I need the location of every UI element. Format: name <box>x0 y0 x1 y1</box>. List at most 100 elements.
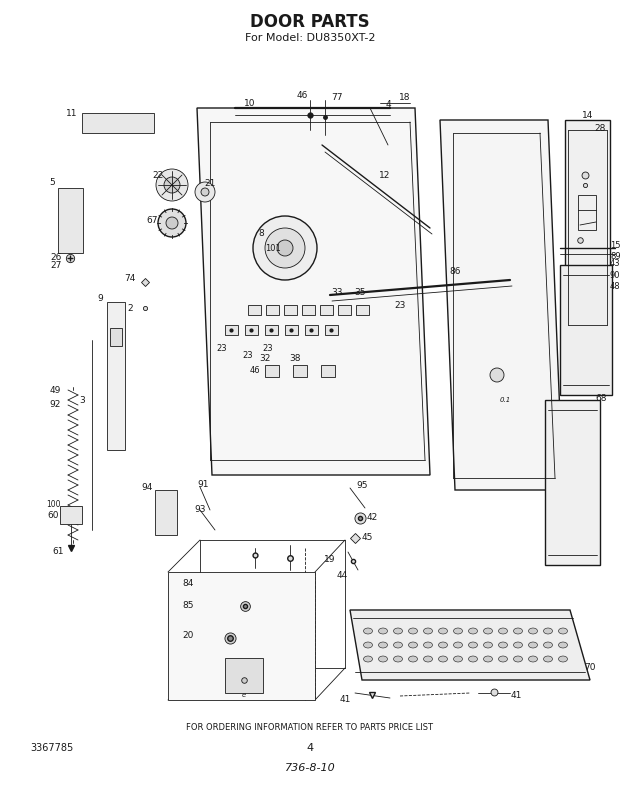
Ellipse shape <box>409 628 417 634</box>
Bar <box>285 325 298 335</box>
Bar <box>245 325 258 335</box>
Ellipse shape <box>423 642 433 648</box>
Text: 736-8-10: 736-8-10 <box>285 763 335 773</box>
Text: 101: 101 <box>265 244 281 252</box>
Text: 3367785: 3367785 <box>30 743 73 753</box>
Ellipse shape <box>513 628 523 634</box>
Text: 46: 46 <box>296 91 308 99</box>
Text: 91: 91 <box>197 480 209 488</box>
Text: 26: 26 <box>50 252 61 261</box>
Ellipse shape <box>469 656 477 662</box>
Ellipse shape <box>394 642 402 648</box>
Text: 23: 23 <box>394 301 405 309</box>
Text: 41: 41 <box>339 695 351 705</box>
Bar <box>60 506 82 524</box>
Text: 27: 27 <box>50 261 61 271</box>
Ellipse shape <box>528 656 538 662</box>
Text: 14: 14 <box>582 110 594 119</box>
Ellipse shape <box>438 642 448 648</box>
Ellipse shape <box>394 628 402 634</box>
Text: 86: 86 <box>450 267 461 276</box>
Bar <box>110 328 122 346</box>
Text: 38: 38 <box>290 353 301 362</box>
Text: 9: 9 <box>97 294 103 302</box>
Bar <box>293 365 307 377</box>
Text: 41: 41 <box>510 690 521 700</box>
Text: 23: 23 <box>263 343 273 353</box>
Text: e: e <box>242 692 246 698</box>
Ellipse shape <box>544 628 552 634</box>
Text: 93: 93 <box>194 506 206 514</box>
Bar <box>225 658 263 693</box>
Ellipse shape <box>453 642 463 648</box>
Text: 61: 61 <box>52 548 64 556</box>
Bar <box>58 188 83 253</box>
Ellipse shape <box>559 628 567 634</box>
Ellipse shape <box>423 628 433 634</box>
Text: 33: 33 <box>331 287 343 297</box>
Text: DOOR PARTS: DOOR PARTS <box>250 13 370 31</box>
Polygon shape <box>560 265 612 395</box>
Circle shape <box>195 182 215 202</box>
Bar <box>107 302 125 450</box>
Ellipse shape <box>484 642 492 648</box>
Text: 2: 2 <box>127 304 133 312</box>
Text: 49: 49 <box>50 386 61 394</box>
Text: 19: 19 <box>324 555 336 564</box>
Ellipse shape <box>394 656 402 662</box>
Bar <box>305 325 318 335</box>
Ellipse shape <box>363 642 373 648</box>
Text: 42: 42 <box>366 513 378 522</box>
Ellipse shape <box>409 656 417 662</box>
Ellipse shape <box>498 628 508 634</box>
Ellipse shape <box>469 628 477 634</box>
Ellipse shape <box>409 642 417 648</box>
Text: 89: 89 <box>610 252 620 260</box>
Text: 23: 23 <box>242 350 254 360</box>
Text: 8: 8 <box>258 229 264 237</box>
Text: 11: 11 <box>66 109 78 118</box>
Ellipse shape <box>378 656 388 662</box>
Ellipse shape <box>469 642 477 648</box>
Bar <box>356 305 369 315</box>
Circle shape <box>277 240 293 256</box>
Ellipse shape <box>513 642 523 648</box>
Text: 0.1: 0.1 <box>499 397 511 403</box>
Text: 44: 44 <box>337 570 348 579</box>
Text: 32: 32 <box>259 353 271 362</box>
Ellipse shape <box>498 642 508 648</box>
Ellipse shape <box>423 656 433 662</box>
Text: 74: 74 <box>125 274 136 282</box>
Text: For Model: DU8350XT-2: For Model: DU8350XT-2 <box>245 33 375 43</box>
Text: 95: 95 <box>356 481 368 489</box>
Ellipse shape <box>438 628 448 634</box>
Bar <box>321 365 335 377</box>
Text: 15: 15 <box>610 241 620 249</box>
Ellipse shape <box>559 642 567 648</box>
Ellipse shape <box>544 642 552 648</box>
Ellipse shape <box>378 628 388 634</box>
Bar <box>248 305 261 315</box>
Text: 70: 70 <box>584 664 596 672</box>
Text: 5: 5 <box>49 178 55 186</box>
Text: 12: 12 <box>379 170 391 180</box>
Circle shape <box>490 368 504 382</box>
Bar <box>265 325 278 335</box>
Text: 84: 84 <box>182 578 193 588</box>
Circle shape <box>265 228 305 268</box>
Ellipse shape <box>559 656 567 662</box>
Circle shape <box>253 216 317 280</box>
Text: 85: 85 <box>182 600 193 609</box>
Circle shape <box>166 217 178 229</box>
Text: 28: 28 <box>595 124 606 133</box>
Text: 10: 10 <box>244 99 255 107</box>
Text: 18: 18 <box>399 92 410 102</box>
Text: 35: 35 <box>354 287 366 297</box>
Polygon shape <box>440 120 563 490</box>
Text: 3: 3 <box>79 395 85 405</box>
Ellipse shape <box>498 656 508 662</box>
Circle shape <box>158 209 186 237</box>
Ellipse shape <box>438 656 448 662</box>
Polygon shape <box>350 610 590 680</box>
Text: 4: 4 <box>306 743 314 753</box>
